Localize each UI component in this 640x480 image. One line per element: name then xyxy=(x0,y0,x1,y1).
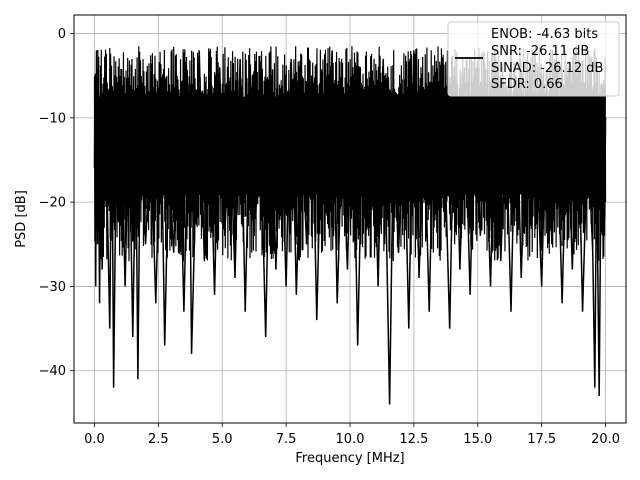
x-tick-label: 5.0 xyxy=(212,432,233,447)
y-tick-label: 0 xyxy=(58,27,66,42)
y-tick-label: −30 xyxy=(39,280,66,295)
legend-entry-sinad: SINAD: -26.12 dB xyxy=(491,61,603,76)
x-tick-label: 20.0 xyxy=(591,432,620,447)
x-tick-label: 17.5 xyxy=(527,432,556,447)
x-tick-label: 2.5 xyxy=(148,432,169,447)
psd-series-line xyxy=(93,50,607,405)
legend-entry-enob: ENOB: -4.63 bits xyxy=(491,27,598,42)
x-tick-label: 15.0 xyxy=(463,432,492,447)
x-tick-label: 10.0 xyxy=(336,432,365,447)
y-tick-label: −20 xyxy=(39,196,66,211)
x-axis-label: Frequency [MHz] xyxy=(295,451,404,466)
legend-entry-snr: SNR: -26.11 dB xyxy=(491,44,589,59)
x-tick-label: 12.5 xyxy=(399,432,428,447)
legend-entry-sfdr: SFDR: 0.66 xyxy=(491,77,563,92)
x-tick-label: 0.0 xyxy=(84,432,105,447)
y-axis-ticks: 0 −10 −20 −30 −40 xyxy=(39,27,74,379)
y-axis-label: PSD [dB] xyxy=(14,190,29,248)
y-tick-label: −10 xyxy=(39,111,66,126)
x-axis-ticks: 0.0 2.5 5.0 7.5 10.0 12.5 15.0 17.5 20.0 xyxy=(84,423,620,447)
legend: ENOB: -4.63 bits SNR: -26.11 dB SINAD: -… xyxy=(447,21,620,97)
x-tick-label: 7.5 xyxy=(276,432,297,447)
y-tick-label: −40 xyxy=(39,364,66,379)
legend-box xyxy=(447,21,620,97)
series-layer xyxy=(93,46,607,405)
